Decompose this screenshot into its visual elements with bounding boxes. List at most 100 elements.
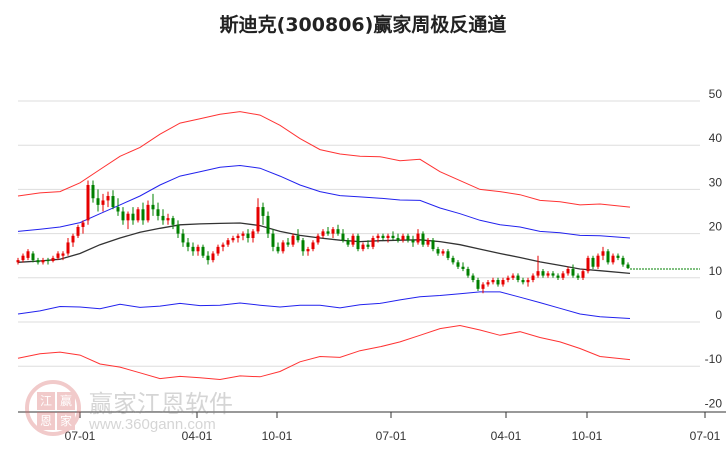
candle-body — [401, 235, 405, 241]
candle-body — [561, 273, 565, 278]
candle-body — [196, 246, 200, 252]
candle-body — [126, 213, 130, 221]
candle-body — [56, 253, 60, 258]
outer_lower-line — [17, 324, 631, 381]
candle-body — [96, 198, 100, 205]
inner_lower-line — [17, 291, 631, 319]
channel-lines — [17, 111, 700, 381]
candle-body — [166, 218, 170, 221]
candle-body — [621, 257, 625, 265]
candle-body — [216, 246, 220, 254]
candle-body — [466, 268, 470, 276]
candle-body — [516, 275, 520, 281]
candle-body — [496, 280, 500, 285]
candle-body — [576, 275, 580, 278]
candle-body — [311, 242, 315, 250]
ma-line — [17, 222, 631, 275]
candle-body — [206, 255, 210, 261]
candle-body — [46, 260, 50, 262]
candle-body — [411, 240, 415, 243]
candle-body — [306, 249, 310, 252]
candle-body — [266, 215, 270, 234]
candle-body — [391, 235, 395, 239]
candle-body — [276, 246, 280, 252]
candle-body — [551, 273, 555, 276]
candle-body — [271, 233, 275, 247]
candle-body — [51, 257, 55, 262]
candle-body — [286, 242, 290, 245]
candle-body — [456, 262, 460, 267]
candle-body — [181, 233, 185, 243]
candle-body — [86, 184, 90, 221]
candle-body — [26, 251, 30, 258]
x-tick-label: 07-01 — [376, 429, 407, 443]
candle-body — [236, 235, 240, 239]
candle-body — [151, 204, 155, 210]
candle-body — [66, 242, 70, 254]
candle-body — [31, 253, 35, 261]
candle-body — [421, 233, 425, 245]
inner_upper-line — [17, 164, 631, 239]
candle-body — [361, 244, 365, 250]
candle-body — [231, 238, 235, 241]
candle-body — [106, 196, 110, 201]
candle-body — [446, 251, 450, 258]
candle-body — [426, 240, 430, 245]
candle-body — [21, 255, 25, 261]
x-axis: 07-01 04-01 10-01 07-01 04-01 10-01 07-01 — [18, 411, 726, 443]
candle-body — [111, 196, 115, 208]
candle-body — [566, 268, 570, 274]
candle-body — [521, 280, 525, 283]
candle-body — [191, 246, 195, 252]
candle-body — [186, 242, 190, 247]
candle-body — [441, 251, 445, 254]
candle-body — [371, 238, 375, 247]
candlesticks — [16, 180, 630, 294]
x-tick-label: 07-01 — [690, 429, 721, 443]
candle-body — [381, 235, 385, 239]
candle-body — [101, 200, 105, 205]
x-tick-label: 07-01 — [65, 429, 96, 443]
candle-body — [91, 184, 95, 199]
candle-body — [431, 240, 435, 250]
candle-body — [596, 255, 600, 267]
candle-body — [131, 213, 135, 221]
candle-body — [341, 233, 345, 241]
candle-body — [501, 280, 505, 285]
candle-body — [451, 257, 455, 263]
candle-body — [61, 253, 65, 256]
candle-body — [156, 209, 160, 216]
candle-body — [161, 215, 165, 221]
y-tick-label: -10 — [705, 352, 723, 366]
candle-body — [416, 233, 420, 243]
candle-body — [436, 249, 440, 254]
candle-body — [616, 255, 620, 258]
candle-body — [571, 268, 575, 276]
y-axis-labels: 50 40 30 20 10 0 -10 -20 — [705, 87, 723, 410]
candle-body — [486, 282, 490, 285]
candle-body — [611, 255, 615, 263]
candle-body — [366, 244, 370, 247]
candle-body — [326, 231, 330, 234]
candle-body — [176, 224, 180, 234]
candle-body — [41, 260, 45, 263]
candle-body — [546, 273, 550, 276]
candle-body — [81, 222, 85, 227]
candle-body — [201, 246, 205, 256]
candle-body — [221, 244, 225, 247]
candle-body — [591, 257, 595, 267]
candle-body — [146, 204, 150, 221]
candle-body — [536, 271, 540, 276]
gridlines — [18, 100, 700, 367]
candle-body — [251, 231, 255, 239]
y-tick-label: 10 — [709, 264, 723, 278]
y-tick-label: 50 — [709, 87, 723, 101]
candle-body — [321, 231, 325, 236]
candle-body — [301, 240, 305, 252]
candle-body — [506, 277, 510, 281]
candle-body — [211, 253, 215, 261]
candle-body — [291, 235, 295, 245]
candle-body — [241, 233, 245, 236]
candle-body — [331, 229, 335, 234]
